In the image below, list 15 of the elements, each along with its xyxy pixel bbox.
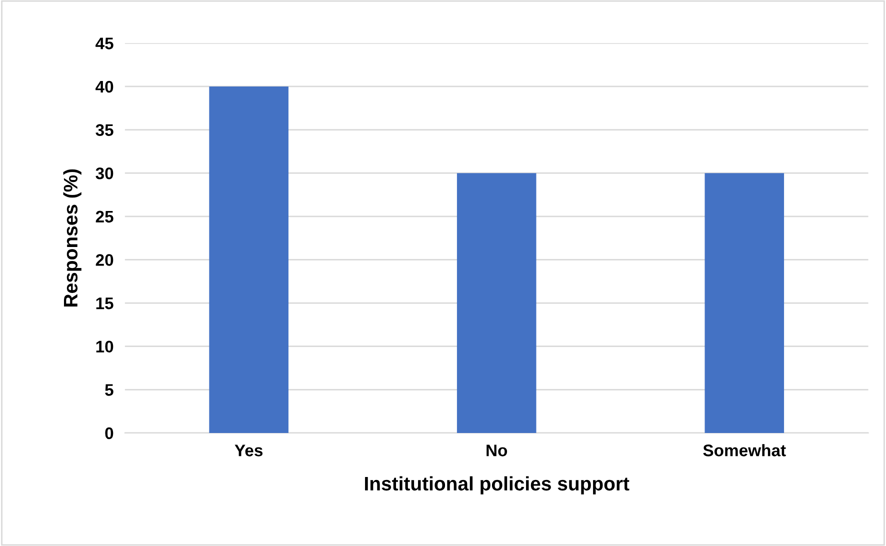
y-axis-title: Responses (%) [63,169,82,306]
y-tick-label: 10 [96,340,114,353]
x-tick-label: Somewhat [703,444,786,456]
y-tick-label: 45 [96,38,114,50]
y-tick-label: 25 [96,210,114,223]
y-tick-label: 35 [96,124,114,136]
y-tick-label: 0 [105,427,114,440]
x-tick-label: Yes [234,444,263,456]
y-tick-label: 40 [96,80,114,93]
x-axis-title: Institutional policies support [365,476,630,494]
y-tick-label: 30 [96,167,114,180]
y-tick-label: 5 [105,384,114,396]
y-tick-label: 20 [96,254,114,266]
x-tick-label: No [486,444,508,456]
y-tick-label: 15 [96,298,114,310]
